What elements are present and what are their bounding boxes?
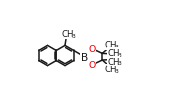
Text: O: O — [89, 61, 96, 70]
Text: 3: 3 — [115, 45, 119, 50]
Text: O: O — [89, 45, 96, 54]
Text: B: B — [81, 52, 88, 62]
Text: 3: 3 — [71, 34, 75, 39]
Text: CH: CH — [105, 41, 117, 50]
Text: 3: 3 — [117, 61, 121, 66]
Text: CH: CH — [61, 30, 74, 39]
Text: 3: 3 — [117, 52, 121, 57]
Text: CH: CH — [107, 57, 120, 66]
Text: CH: CH — [107, 48, 120, 57]
Text: CH: CH — [105, 64, 117, 73]
Text: 3: 3 — [115, 68, 119, 73]
